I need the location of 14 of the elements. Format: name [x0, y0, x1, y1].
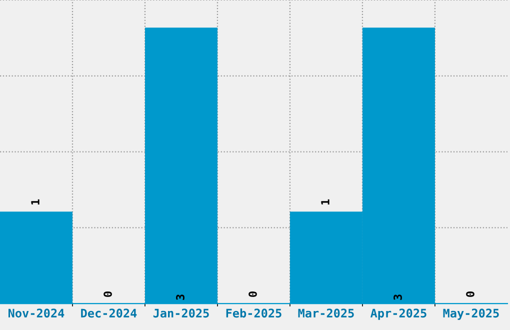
- data-label: 0: [104, 292, 112, 297]
- data-label: 0: [248, 292, 257, 297]
- data-label: 3: [394, 294, 402, 300]
- x-tick-label: Feb-2025: [226, 308, 282, 318]
- x-tick-label: May-2025: [443, 308, 499, 320]
- x-tick-label: Dec-2024: [81, 308, 137, 318]
- x-tick-label: Mar-2025: [298, 308, 354, 318]
- data-label: 1: [321, 199, 330, 205]
- data-label: 0: [466, 292, 474, 297]
- x-tick-label: Nov-2024: [8, 308, 64, 318]
- data-label: 3: [176, 294, 184, 300]
- x-tick-label: Jan-2025: [153, 308, 209, 318]
- data-label: 1: [31, 199, 40, 205]
- x-tick-label: Apr-2025: [370, 308, 426, 320]
